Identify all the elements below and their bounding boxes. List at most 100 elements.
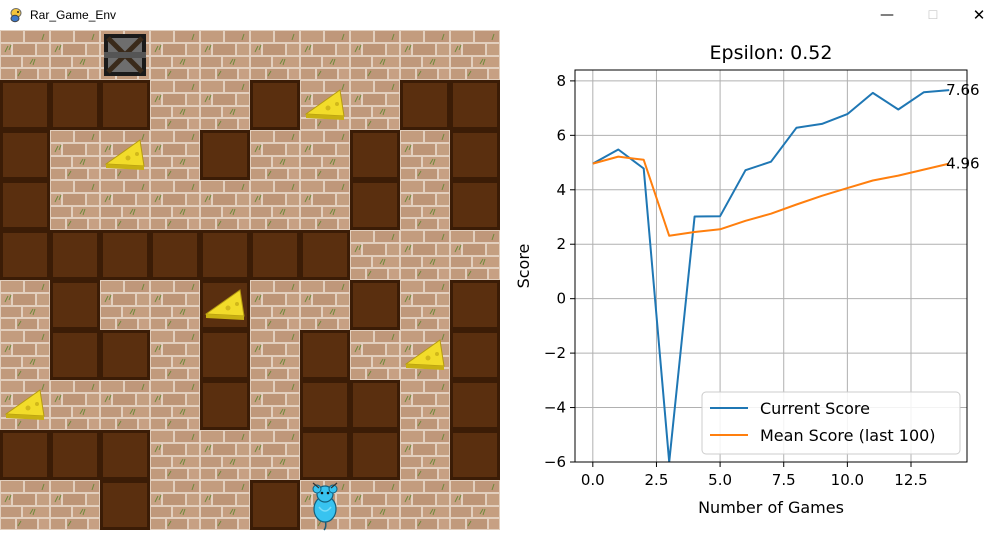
close-button[interactable]: ✕ <box>956 0 1002 30</box>
stone-floor-tile <box>50 480 100 530</box>
stone-floor-tile <box>100 380 150 430</box>
chart-legend: Current Score Mean Score (last 100) <box>701 391 961 455</box>
dirt-wall-fill <box>203 383 247 427</box>
stone-floor-tile <box>150 180 200 230</box>
dirt-wall-tile <box>50 280 100 330</box>
plot-frame <box>574 69 968 463</box>
cheese-side <box>306 114 344 120</box>
score-chart: Epsilon: 0.52 0.0 2.5 5.0 7.5 10.0 12.5 −6−4−… <box>514 42 980 517</box>
dirt-wall-fill <box>303 433 347 477</box>
maze-tiles <box>0 30 500 530</box>
end-label-current: 7.66 <box>946 81 979 99</box>
stone-floor-tile <box>250 330 300 380</box>
dirt-wall-fill <box>353 183 397 227</box>
dirt-wall-tile <box>450 430 500 480</box>
dirt-wall-fill <box>103 83 147 127</box>
y-axis-label: Score <box>514 244 533 289</box>
cheese-icon <box>4 389 45 420</box>
cheese-hole <box>325 105 331 111</box>
stone-floor-tile <box>50 130 100 180</box>
mouse-ear <box>312 484 322 494</box>
y-tick-label: −2 <box>544 344 566 362</box>
cheese-hole <box>435 352 439 356</box>
dirt-wall-fill <box>53 433 97 477</box>
y-tick-label: 6 <box>556 126 566 144</box>
stone-floor-tile <box>150 330 200 380</box>
minimize-button[interactable]: — <box>864 0 910 30</box>
stone-floor-tile <box>250 180 300 230</box>
stone-floor-tile <box>100 280 150 330</box>
mouse-whiskers <box>312 482 338 489</box>
cheese-icon <box>304 89 345 120</box>
stone-floor-tile <box>150 430 200 480</box>
stone-floor-tile <box>250 130 300 180</box>
stone-floor-tile <box>350 80 400 130</box>
cheese-side <box>106 164 144 170</box>
stone-floor-tile <box>400 230 450 280</box>
stone-floor-tile <box>400 480 450 530</box>
stone-floor-tile <box>0 280 50 330</box>
stone-floor-tile <box>450 230 500 280</box>
dirt-wall-tile <box>400 80 450 130</box>
close-icon: ✕ <box>972 6 986 24</box>
dirt-wall-fill <box>103 433 147 477</box>
mouse-agent <box>312 482 338 531</box>
mouse-eye <box>320 491 324 495</box>
dirt-wall-fill <box>453 83 497 127</box>
dirt-wall-fill <box>3 183 47 227</box>
score-plot: Epsilon: 0.52 0.0 2.5 5.0 7.5 10.0 12.5 −6 −4−… <box>501 30 1002 531</box>
maze-canvas <box>0 30 500 531</box>
game-board <box>0 30 501 531</box>
stone-floor-tile <box>350 330 400 380</box>
stone-floor-tile <box>200 180 250 230</box>
dirt-wall-fill <box>53 83 97 127</box>
exit-crate <box>104 34 146 76</box>
dirt-wall-tile <box>0 80 50 130</box>
dirt-wall-fill <box>203 333 247 377</box>
dirt-wall-tile <box>300 230 350 280</box>
end-label-mean: 4.96 <box>946 155 979 173</box>
dirt-wall-tile <box>300 430 350 480</box>
series-line-current-score <box>592 89 950 462</box>
dirt-wall-tile <box>300 380 350 430</box>
y-axis-ticks: −6 −4 −2 0 2 4 6 8 <box>544 72 575 471</box>
stone-floor-tile <box>400 30 450 80</box>
end-value-labels: 7.66 4.96 <box>946 81 979 172</box>
maximize-button[interactable]: ☐ <box>910 0 956 30</box>
stone-floor-tile <box>450 30 500 80</box>
dirt-wall-fill <box>353 383 397 427</box>
mouse-icon <box>312 482 338 531</box>
dirt-wall-tile <box>350 380 400 430</box>
dirt-wall-tile <box>450 180 500 230</box>
cheese-side <box>6 414 44 420</box>
cheese-side <box>206 314 244 320</box>
dirt-wall-fill <box>3 233 47 277</box>
stone-floor-tile <box>50 380 100 430</box>
maximize-icon: ☐ <box>927 8 939 22</box>
stone-floor-tile <box>400 180 450 230</box>
x-axis-label: Number of Games <box>698 498 844 517</box>
dirt-wall-fill <box>353 283 397 327</box>
stone-floor-tile <box>350 30 400 80</box>
cheese-icon <box>404 339 445 370</box>
stone-floor-tile <box>200 480 250 530</box>
dirt-wall-tile <box>0 430 50 480</box>
mouse-ear <box>328 484 338 494</box>
legend-label-current: Current Score <box>760 399 870 418</box>
stone-floor-tile <box>150 280 200 330</box>
dirt-wall-fill <box>53 233 97 277</box>
dirt-wall-fill <box>453 133 497 177</box>
dirt-wall-tile <box>100 430 150 480</box>
stone-floor-tile <box>300 180 350 230</box>
stone-floor-tile <box>250 380 300 430</box>
stone-floor-tile <box>50 180 100 230</box>
dirt-wall-fill <box>203 233 247 277</box>
cheese-hole <box>235 302 239 306</box>
dirt-wall-tile <box>200 380 250 430</box>
dirt-wall-fill <box>3 83 47 127</box>
dirt-wall-tile <box>450 80 500 130</box>
stone-floor-tile <box>400 130 450 180</box>
y-tick-label: 0 <box>556 290 566 308</box>
stone-floor-tile <box>200 30 250 80</box>
dirt-wall-tile <box>350 280 400 330</box>
